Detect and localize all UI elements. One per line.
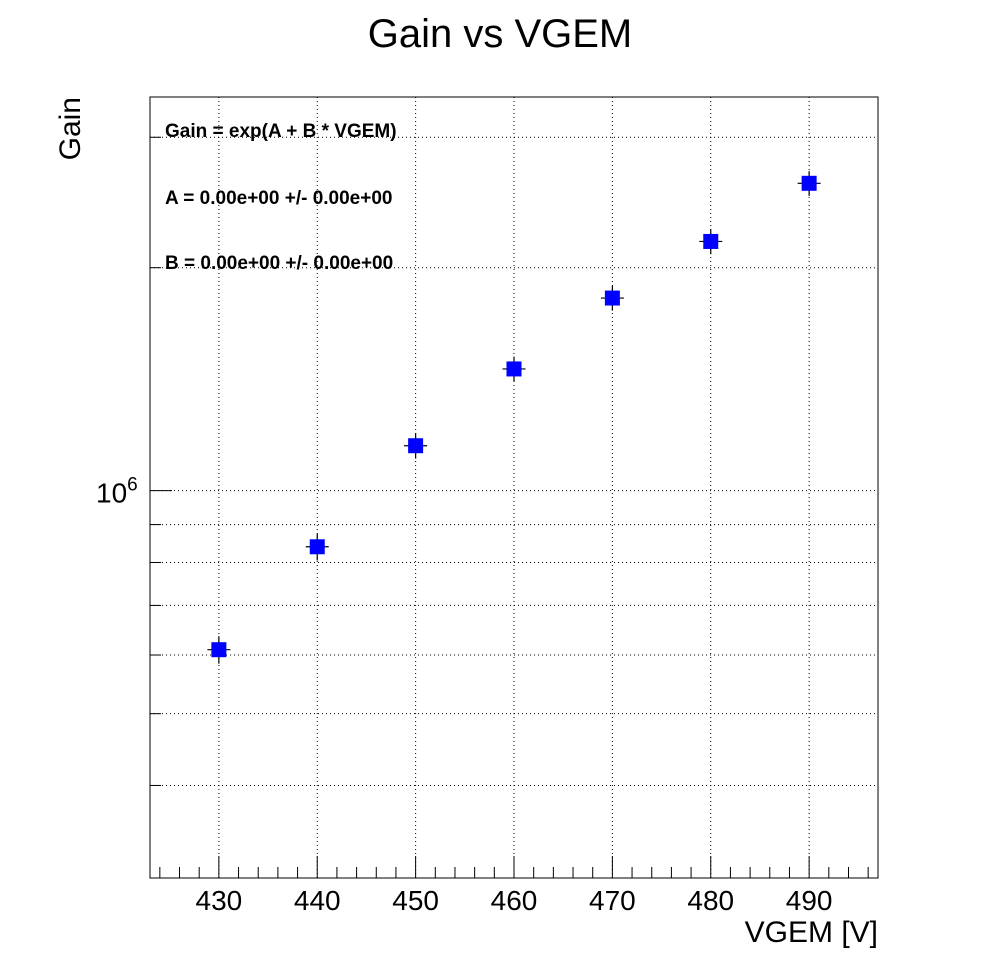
grid-layer: [150, 97, 878, 879]
data-point: [699, 229, 723, 255]
data-point: [502, 356, 526, 382]
data-points-layer: [207, 171, 821, 664]
ticks-layer: [150, 136, 869, 879]
x-tick-label: 490: [786, 885, 833, 916]
tick-labels-layer: 430 440 450 460 470 480 490 106: [96, 475, 832, 916]
fit-parameter-a-annotation: A = 0.00e+00 +/- 0.00e+00: [165, 188, 392, 209]
x-tick-label: 440: [294, 885, 341, 916]
x-tick-label: 430: [196, 885, 243, 916]
x-tick-label: 470: [589, 885, 636, 916]
x-tick-label: 450: [392, 885, 439, 916]
chart-title: Gain vs VGEM: [368, 12, 633, 56]
data-point: [600, 285, 624, 311]
square-marker: [506, 361, 522, 377]
square-marker: [309, 539, 325, 555]
data-point: [404, 433, 428, 459]
square-marker: [211, 642, 227, 658]
x-tick-label: 480: [687, 885, 734, 916]
y-tick-label: 106: [96, 475, 138, 509]
data-point: [207, 636, 231, 664]
square-marker: [408, 438, 424, 454]
y-axis-title: Gain: [54, 97, 87, 160]
data-point: [797, 171, 821, 196]
square-marker: [604, 290, 620, 306]
plot-frame: [149, 96, 879, 879]
square-marker: [703, 233, 719, 249]
x-tick-label: 460: [491, 885, 538, 916]
fit-parameter-b-annotation: B = 0.00e+00 +/- 0.00e+00: [165, 253, 393, 274]
fit-formula-annotation: Gain = exp(A + B * VGEM): [165, 121, 397, 142]
data-point: [305, 533, 329, 561]
x-axis-title: VGEM [V]: [745, 916, 878, 949]
square-marker: [801, 175, 817, 191]
